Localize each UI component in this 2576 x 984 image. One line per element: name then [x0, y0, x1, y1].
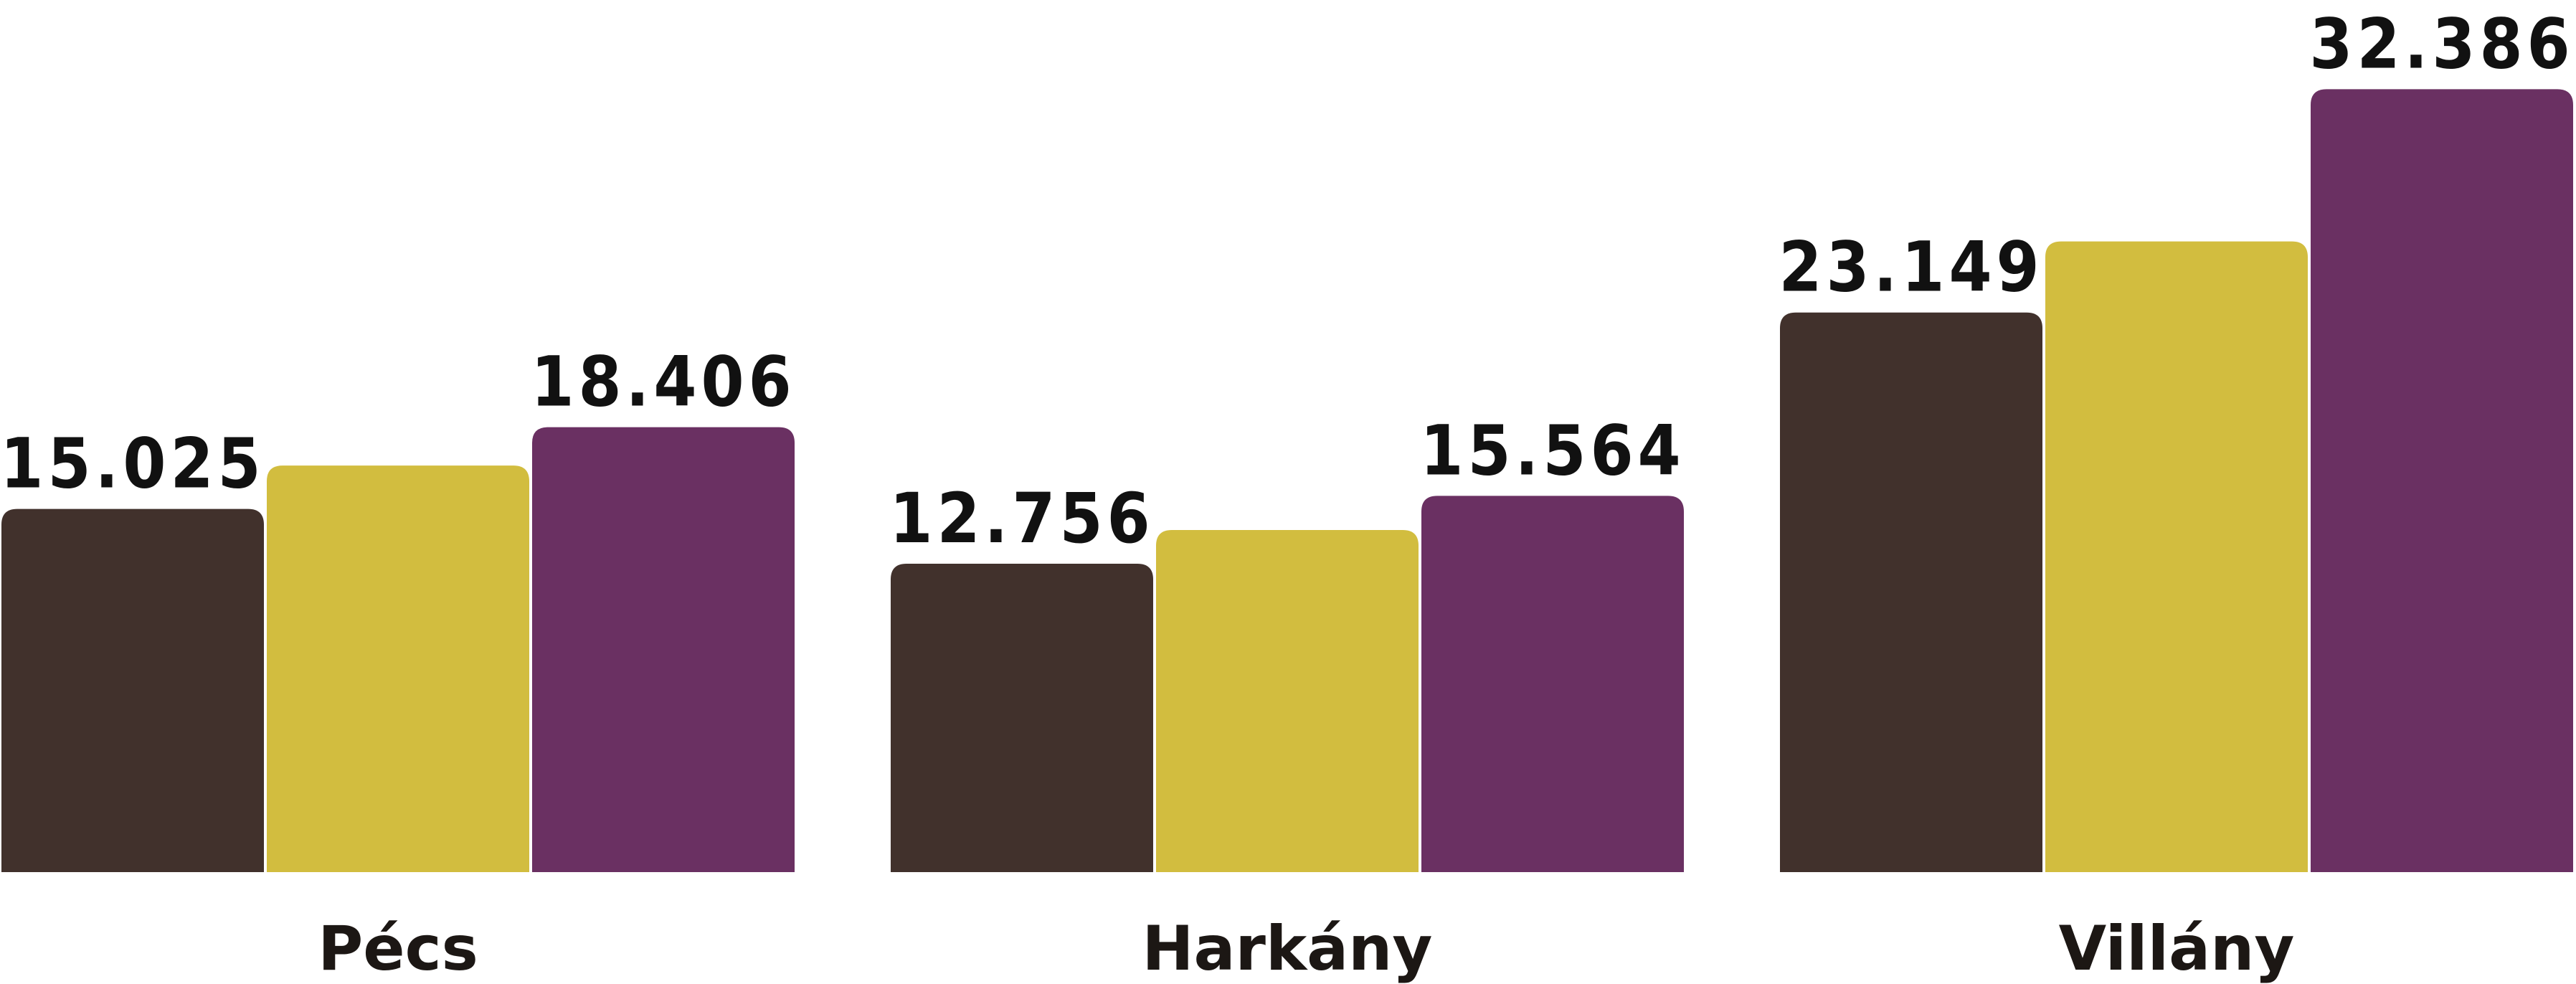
bar-3-2: [1421, 496, 1684, 872]
category-label-3: Villány: [2059, 913, 2295, 984]
bar-2-1: [267, 465, 529, 872]
value-label-1-3: 23.149: [1779, 227, 2043, 308]
bar-3-3: [2311, 89, 2573, 873]
value-label-1-2: 12.756: [889, 478, 1154, 559]
value-label-3-2: 15.564: [1420, 410, 1685, 491]
value-label-1-1: 15.025: [0, 424, 265, 504]
value-label-3-1: 18.406: [531, 342, 795, 422]
bar-1-3: [1780, 312, 2042, 872]
value-label-3-3: 32.386: [2309, 4, 2574, 84]
category-label-2: Harkány: [1142, 913, 1433, 984]
category-label-1: Pécs: [318, 913, 478, 984]
bar-3-1: [532, 427, 795, 872]
bar-1-1: [1, 508, 264, 872]
bar-2-3: [2045, 241, 2308, 872]
bar-1-2: [891, 564, 1153, 872]
bar-2-2: [1156, 530, 1419, 872]
